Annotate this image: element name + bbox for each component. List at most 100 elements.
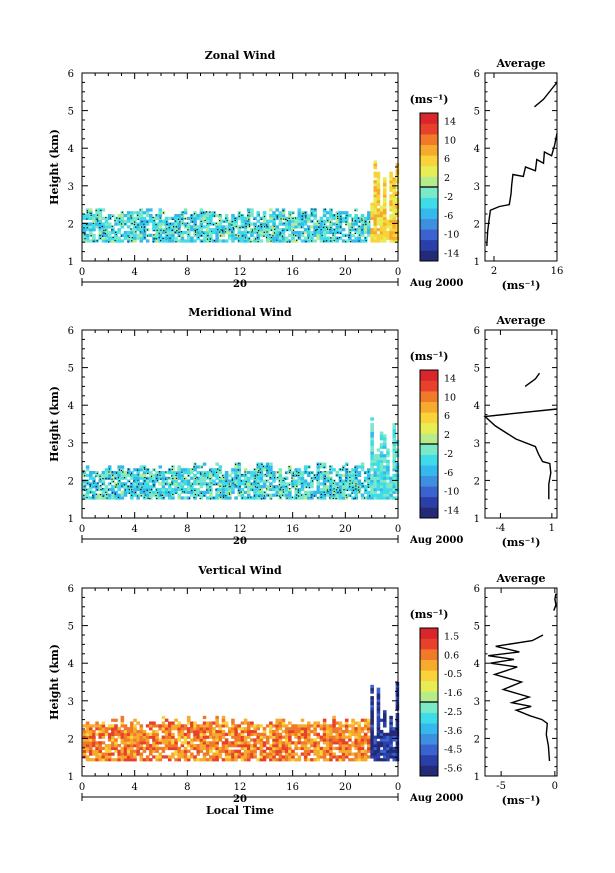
heatmap-cell [373, 454, 378, 458]
heatmap-cell [376, 174, 381, 178]
x-tick-label: 20 [339, 524, 352, 535]
heatmap-cell [360, 230, 365, 235]
heatmap-cell [348, 476, 352, 480]
heatmap-cell [193, 487, 197, 492]
contour-dot [236, 477, 238, 479]
heatmap-cell [325, 490, 330, 494]
heatmap-cell [202, 214, 207, 218]
heatmap-cell [117, 485, 121, 489]
contour-dot [264, 226, 266, 228]
heatmap-cell [218, 755, 223, 759]
heatmap-cell [123, 482, 128, 486]
heatmap-cell [231, 233, 235, 237]
heatmap-cell [246, 214, 251, 218]
contour-dot [263, 235, 265, 237]
heatmap-cell [370, 228, 374, 232]
heatmap-cell [111, 236, 115, 240]
heatmap-cell [237, 228, 242, 232]
heatmap-cell [392, 233, 397, 237]
heatmap-cell [149, 487, 153, 492]
heatmap-cell [389, 202, 393, 206]
heatmap-cell [221, 724, 226, 728]
heatmap-cell [329, 749, 333, 753]
contour-dot [266, 475, 268, 477]
colorbar-swatch [420, 412, 438, 424]
contour-dot [210, 471, 213, 473]
heatmap-cell [190, 755, 194, 759]
contour-dot [346, 496, 348, 498]
heatmap-cell [104, 485, 109, 489]
heatmap-cell [253, 471, 257, 475]
heatmap-cell [92, 758, 96, 762]
heatmap-cell [212, 471, 216, 475]
heatmap-cell [92, 214, 96, 218]
heatmap-cell [338, 735, 343, 739]
heatmap-cell [278, 468, 283, 472]
heatmap-cell [237, 482, 242, 486]
heatmap-cell [382, 755, 387, 759]
contour-dot [254, 477, 256, 479]
contour-dot [254, 238, 257, 240]
contour-dot [191, 483, 194, 485]
heatmap-cell [373, 752, 378, 756]
heatmap-cell [382, 228, 387, 232]
heatmap-cell [190, 724, 194, 728]
heatmap-cell [288, 727, 292, 731]
heatmap-cell [215, 490, 219, 494]
heatmap-cell [196, 744, 200, 748]
heatmap-cell [228, 479, 232, 483]
heatmap-cell [376, 755, 381, 759]
heatmap-cell [130, 233, 134, 237]
heatmap-cell [101, 479, 106, 483]
y-axis-label: Height (km) [48, 386, 61, 462]
heatmap-cell [209, 749, 213, 753]
heatmap-cell [310, 490, 314, 494]
heatmap-cell [278, 479, 283, 483]
heatmap-cell [193, 465, 197, 469]
heatmap-cell [386, 471, 390, 475]
heatmap-cell [319, 236, 324, 240]
contour-dot [200, 212, 203, 214]
heatmap-cell [389, 188, 393, 192]
heatmap-cell [202, 752, 207, 756]
contour-dot [324, 483, 326, 485]
heatmap-cell [351, 482, 355, 486]
heatmap-cell [161, 493, 166, 497]
heatmap-cell [389, 222, 393, 226]
heatmap-cell [82, 746, 87, 751]
contour-dot [326, 489, 329, 491]
heatmap-cell [351, 741, 355, 745]
heatmap-cell [126, 214, 131, 218]
contour-dot [296, 471, 298, 473]
contour-dot [330, 226, 332, 229]
heatmap-cell [149, 732, 153, 736]
heatmap-cell [218, 479, 223, 483]
heatmap-cell [88, 225, 93, 229]
contour-dot [177, 486, 179, 489]
contour-dot [197, 494, 200, 496]
contour-dot [146, 221, 148, 223]
heatmap-cell [174, 724, 178, 728]
heatmap-cell [130, 752, 134, 756]
heatmap-cell [389, 724, 393, 728]
heatmap-cell [291, 729, 295, 734]
contour-dot [147, 472, 149, 475]
heatmap-cell [322, 718, 327, 722]
heatmap-cell [149, 216, 153, 221]
heatmap-cell [316, 490, 321, 494]
heatmap-cell [158, 490, 163, 494]
contour-dot [174, 220, 176, 222]
heatmap-cell [338, 724, 343, 728]
contour-dot [165, 471, 167, 473]
heatmap-cell [338, 214, 343, 218]
contour-dot [201, 240, 203, 243]
heatmap-cell [215, 735, 219, 739]
contour-dot [248, 211, 250, 214]
heatmap-cell [243, 473, 248, 478]
heatmap-cell [379, 471, 384, 475]
contour-dot [166, 221, 168, 223]
heatmap-cell [259, 732, 264, 736]
heatmap-cell [92, 216, 96, 221]
heatmap-cell [338, 236, 343, 240]
